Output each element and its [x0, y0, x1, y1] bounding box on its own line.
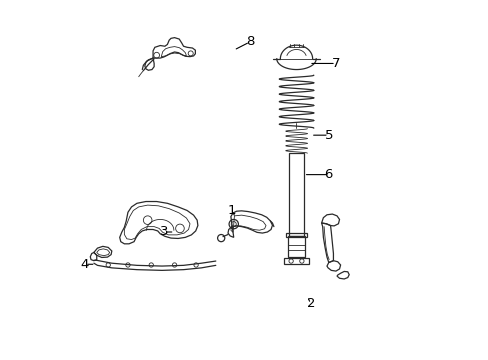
Text: 3: 3 [159, 225, 168, 238]
Text: 5: 5 [324, 129, 332, 142]
Text: 1: 1 [227, 204, 236, 217]
Text: 6: 6 [324, 168, 332, 181]
Text: 7: 7 [331, 57, 340, 70]
Text: 2: 2 [306, 297, 314, 310]
Text: 4: 4 [81, 258, 89, 271]
Text: 8: 8 [245, 35, 254, 49]
Bar [287, 236, 305, 257]
Bar [288, 153, 304, 235]
